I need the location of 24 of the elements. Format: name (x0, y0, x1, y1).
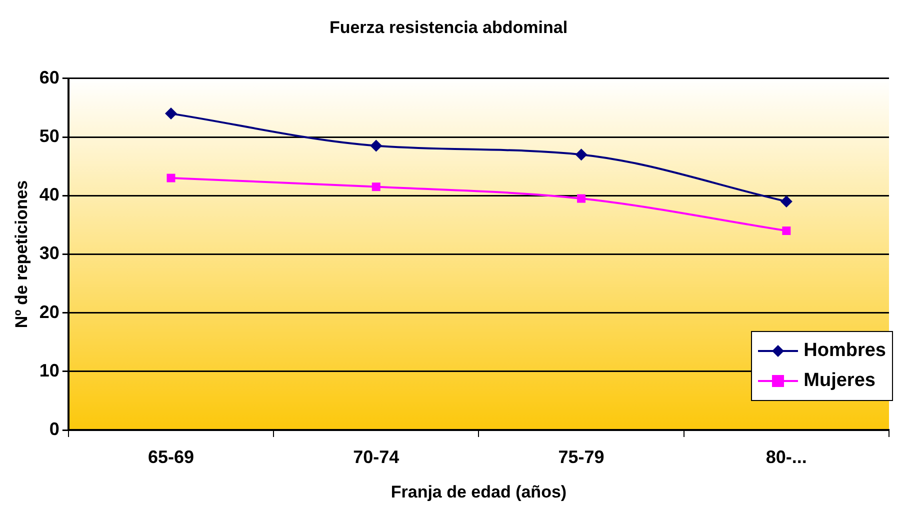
point (780, 195, 792, 208)
y-tick-label: 30 (39, 243, 60, 264)
y-axis-title: Nº de repeticiones (12, 180, 31, 328)
legend-label: Hombres (804, 339, 886, 363)
point (577, 194, 586, 203)
y-tick-label: 50 (39, 126, 60, 146)
chart-title: Fuerza resistencia abdominal (329, 18, 568, 37)
x-tick-label: 65-69 (148, 446, 194, 467)
x-tick-label: 75-79 (558, 446, 604, 467)
point (575, 148, 588, 161)
y-tick-label: 0 (49, 418, 60, 439)
x-tick-label: 70-74 (353, 446, 400, 467)
y-tick-label: 20 (39, 302, 60, 322)
x-axis-title: Franja de edad (años) (390, 482, 567, 502)
y-tick-label: 60 (39, 67, 60, 88)
point (372, 182, 380, 192)
legend-label: Mujeres (804, 369, 876, 393)
point (164, 108, 177, 120)
y-tick-label: 40 (39, 184, 60, 205)
point (166, 174, 176, 182)
y-tick-label: 10 (39, 360, 60, 380)
x-tick-label: 80-... (766, 446, 807, 467)
point (370, 140, 382, 152)
point (782, 226, 791, 236)
